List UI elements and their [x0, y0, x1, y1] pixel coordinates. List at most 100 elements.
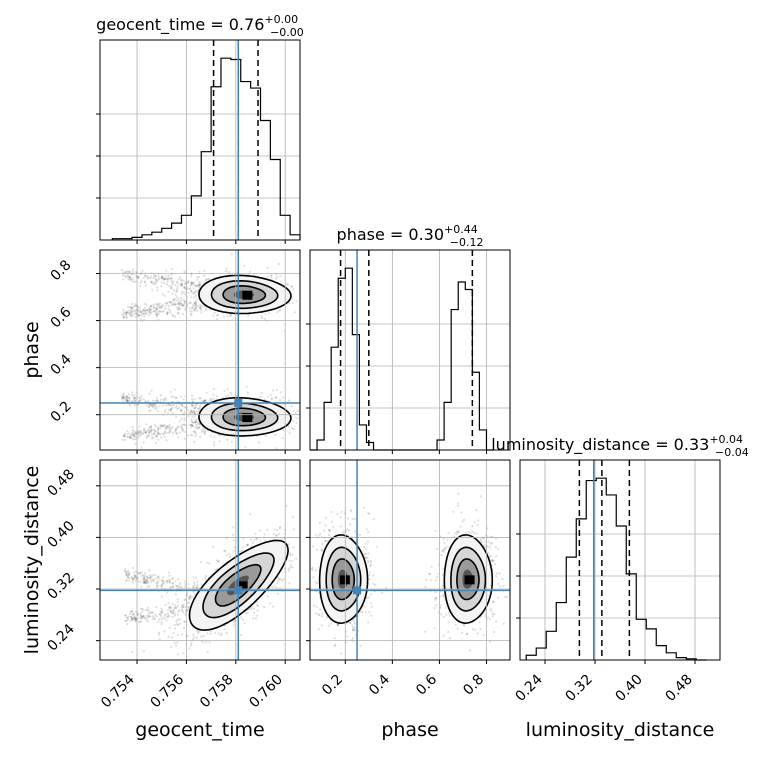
sample-point: [175, 290, 178, 293]
sample-point: [291, 553, 294, 556]
sample-point: [180, 404, 183, 407]
sample-point: [175, 644, 178, 647]
sample-point: [364, 542, 367, 545]
sample-point: [137, 276, 140, 279]
sample-point: [187, 415, 190, 418]
sample-point: [130, 306, 133, 310]
sample-point: [156, 279, 159, 282]
sample-point: [213, 441, 216, 444]
sample-point: [180, 279, 183, 282]
sample-point: [175, 405, 178, 408]
sample-point: [275, 447, 278, 450]
sample-point: [205, 278, 208, 281]
sample-point: [183, 437, 186, 440]
truth-marker: [234, 398, 243, 407]
sample-point: [127, 435, 130, 438]
sample-point: [179, 299, 182, 302]
sample-point: [193, 398, 196, 401]
sample-point: [199, 284, 202, 287]
sample-point: [198, 281, 201, 284]
sample-point: [131, 426, 134, 429]
sample-point: [279, 399, 282, 402]
sample-point: [160, 285, 163, 288]
sample-point: [195, 284, 198, 288]
sample-point: [217, 560, 220, 563]
sample-point: [181, 429, 184, 432]
sample-point: [241, 546, 244, 549]
sample-point: [491, 612, 494, 615]
sample-point: [123, 569, 126, 572]
sample-point: [249, 513, 252, 516]
sample-point: [190, 418, 193, 421]
sample-point: [147, 620, 150, 623]
sample-point: [190, 283, 193, 286]
sample-point: [208, 562, 211, 565]
sample-point: [194, 304, 197, 307]
sample-point: [156, 430, 159, 433]
sample-point: [138, 400, 141, 403]
sample-point: [161, 275, 165, 278]
sample-point: [126, 400, 129, 403]
sample-point: [195, 298, 198, 301]
sample-point: [272, 389, 275, 392]
sample-point: [164, 430, 167, 433]
sample-point: [153, 281, 156, 284]
sample-point: [359, 645, 362, 648]
sample-point: [203, 400, 206, 403]
sample-point: [169, 285, 172, 288]
sample-point: [179, 276, 182, 279]
sample-point: [192, 292, 195, 295]
sample-point: [215, 395, 219, 398]
sample-point: [137, 403, 140, 406]
sample-point: [143, 312, 146, 315]
sample-point: [157, 428, 160, 431]
sample-point: [134, 438, 137, 441]
sample-point: [150, 280, 153, 284]
sample-point: [176, 281, 179, 284]
sample-point: [128, 435, 131, 439]
sample-point: [156, 432, 159, 435]
sample-point: [225, 395, 228, 398]
sample-point: [171, 615, 174, 619]
sample-point: [204, 574, 208, 578]
sample-point: [140, 399, 143, 402]
sample-point: [196, 427, 199, 430]
panel-title: geocent_time = 0.76+0.00 −0.00: [96, 13, 304, 39]
sample-point: [198, 283, 201, 286]
sample-point: [177, 284, 180, 287]
sample-point: [126, 397, 129, 400]
sample-point: [152, 436, 155, 439]
sample-point: [292, 288, 295, 291]
sample-point: [148, 311, 151, 314]
sample-point: [138, 314, 141, 317]
sample-point: [153, 275, 157, 278]
sample-point: [154, 303, 157, 306]
sample-point: [178, 618, 181, 621]
sample-point: [133, 399, 136, 402]
sample-point: [158, 277, 161, 281]
sample-point: [179, 283, 182, 286]
sample-point: [176, 641, 179, 644]
sample-point: [292, 528, 295, 531]
sample-point: [365, 548, 368, 551]
sample-point: [170, 280, 173, 283]
sample-point: [133, 434, 136, 437]
sample-point: [203, 274, 206, 277]
sample-point: [167, 307, 170, 310]
sample-point: [141, 573, 144, 577]
sample-point: [258, 441, 261, 444]
sample-point: [372, 574, 375, 577]
sample-point: [149, 403, 152, 406]
sample-point: [124, 398, 127, 401]
sample-point: [164, 409, 167, 412]
sample-point: [226, 438, 229, 441]
sample-point: [179, 581, 182, 584]
sample-point: [157, 427, 160, 430]
sample-point: [314, 569, 317, 572]
sample-point: [292, 546, 295, 549]
sample-point: [134, 315, 137, 318]
sample-point: [191, 404, 194, 407]
sample-point: [148, 431, 151, 434]
sample-point: [138, 314, 141, 317]
sample-point: [193, 412, 196, 415]
